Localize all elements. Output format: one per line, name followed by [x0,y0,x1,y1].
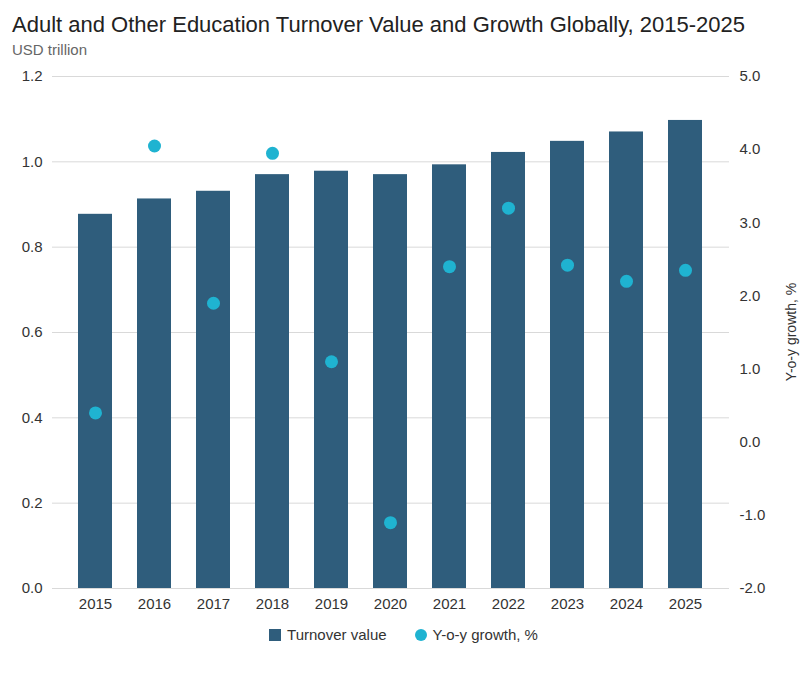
html-text:Turnover value: Turnover value [287,626,387,643]
svg-text:3.0: 3.0 [740,214,761,231]
svg-text:0.0: 0.0 [22,579,43,596]
svg-text:2016: 2016 [138,595,171,612]
svg-text:-2.0: -2.0 [740,579,766,596]
svg-text:0.4: 0.4 [22,409,43,426]
html-text:Y-o-y growth, %: Y-o-y growth, % [432,626,538,643]
svg-text:5.0: 5.0 [740,67,761,84]
svg-text:0.8: 0.8 [22,238,43,255]
svg-text:-1.0: -1.0 [740,506,766,523]
svg-text:0.0: 0.0 [740,433,761,450]
svg-text:2018: 2018 [256,595,289,612]
svg-text:2019: 2019 [315,595,348,612]
svg-text:2020: 2020 [374,595,407,612]
svg-text:4.0: 4.0 [740,140,761,157]
svg-text:1.0: 1.0 [22,153,43,170]
svg-text:2025: 2025 [669,595,702,612]
svg-text:0.2: 0.2 [22,494,43,511]
svg-text:0.6: 0.6 [22,323,43,340]
svg-text:2021: 2021 [433,595,466,612]
html-text:Y-o-y growth, %: Y-o-y growth, % [783,282,800,382]
html-text:Adult and Other Education Turn: Adult and Other Education Turnover Value… [12,12,745,37]
svg-text:2.0: 2.0 [740,287,761,304]
svg-text:2015: 2015 [79,595,112,612]
svg-text:2023: 2023 [551,595,584,612]
html-text:USD trillion: USD trillion [12,41,87,58]
svg-text:1.0: 1.0 [740,360,761,377]
svg-text:1.2: 1.2 [22,67,43,84]
svg-text:2024: 2024 [610,595,643,612]
svg-text:2022: 2022 [492,595,525,612]
svg-text:2017: 2017 [197,595,230,612]
